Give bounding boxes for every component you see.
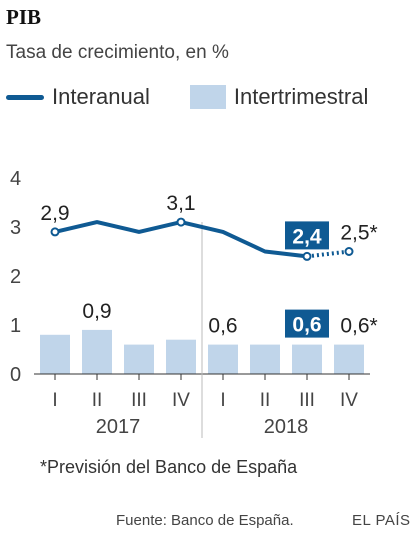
x-tick-label: III [131, 390, 147, 411]
data-label: 0,6 [208, 315, 237, 338]
legend-line-swatch [6, 94, 44, 100]
y-tick-label: 3 [10, 217, 21, 239]
legend: Interanual Intertrimestral [6, 83, 368, 111]
chart-title: PIB [6, 5, 42, 29]
bar-3 [166, 339, 196, 374]
footnote: *Previsión del Banco de España [40, 457, 298, 477]
bar-0 [40, 334, 70, 374]
y-tick-label: 2 [10, 266, 21, 288]
line-point-marker [176, 217, 186, 227]
x-tick-label: I [220, 390, 225, 411]
line-point-marker [302, 251, 312, 261]
data-label-highlight: 2,4 [292, 225, 322, 248]
y-tick-label: 0 [10, 364, 21, 386]
bar-6 [292, 344, 322, 374]
data-label: 2,9 [40, 202, 69, 225]
x-tick-label: II [92, 390, 103, 411]
legend-bar-swatch [189, 85, 226, 109]
x-tick-label: II [260, 390, 271, 411]
y-tick-label: 1 [10, 315, 21, 337]
bar-5 [250, 344, 280, 374]
brand-logo: EL PAÍS [352, 512, 411, 529]
year-label: 2018 [264, 416, 309, 438]
bar-2 [124, 344, 154, 374]
highlight-label-box [285, 221, 329, 250]
highlight-label-box [285, 309, 329, 338]
data-label: 0,6* [340, 315, 377, 338]
bar-1 [82, 329, 112, 374]
series-line-forecast [306, 249, 350, 259]
line-point-marker [50, 227, 60, 237]
y-tick-label: 4 [10, 168, 21, 190]
series-line-interanual [53, 220, 309, 259]
data-label-highlight: 0,6 [292, 314, 321, 337]
data-label: 3,1 [166, 192, 195, 215]
bar-7 [334, 344, 364, 374]
x-tick-label: IV [340, 390, 358, 411]
x-tick-label: I [52, 390, 57, 411]
source-note: Fuente: Banco de España. [116, 512, 294, 529]
x-tick-label: III [299, 390, 315, 411]
line-point-marker [344, 247, 354, 256]
data-label: 2,5* [340, 222, 377, 245]
bar-4 [208, 344, 238, 374]
x-tick-label: IV [172, 390, 190, 411]
legend-line-label: Interanual [52, 84, 150, 109]
year-label: 2017 [96, 416, 141, 438]
legend-bar-label: Intertrimestral [233, 84, 369, 109]
chart-subtitle: Tasa de crecimiento, en % [6, 42, 229, 63]
data-label: 0,9 [82, 300, 111, 323]
